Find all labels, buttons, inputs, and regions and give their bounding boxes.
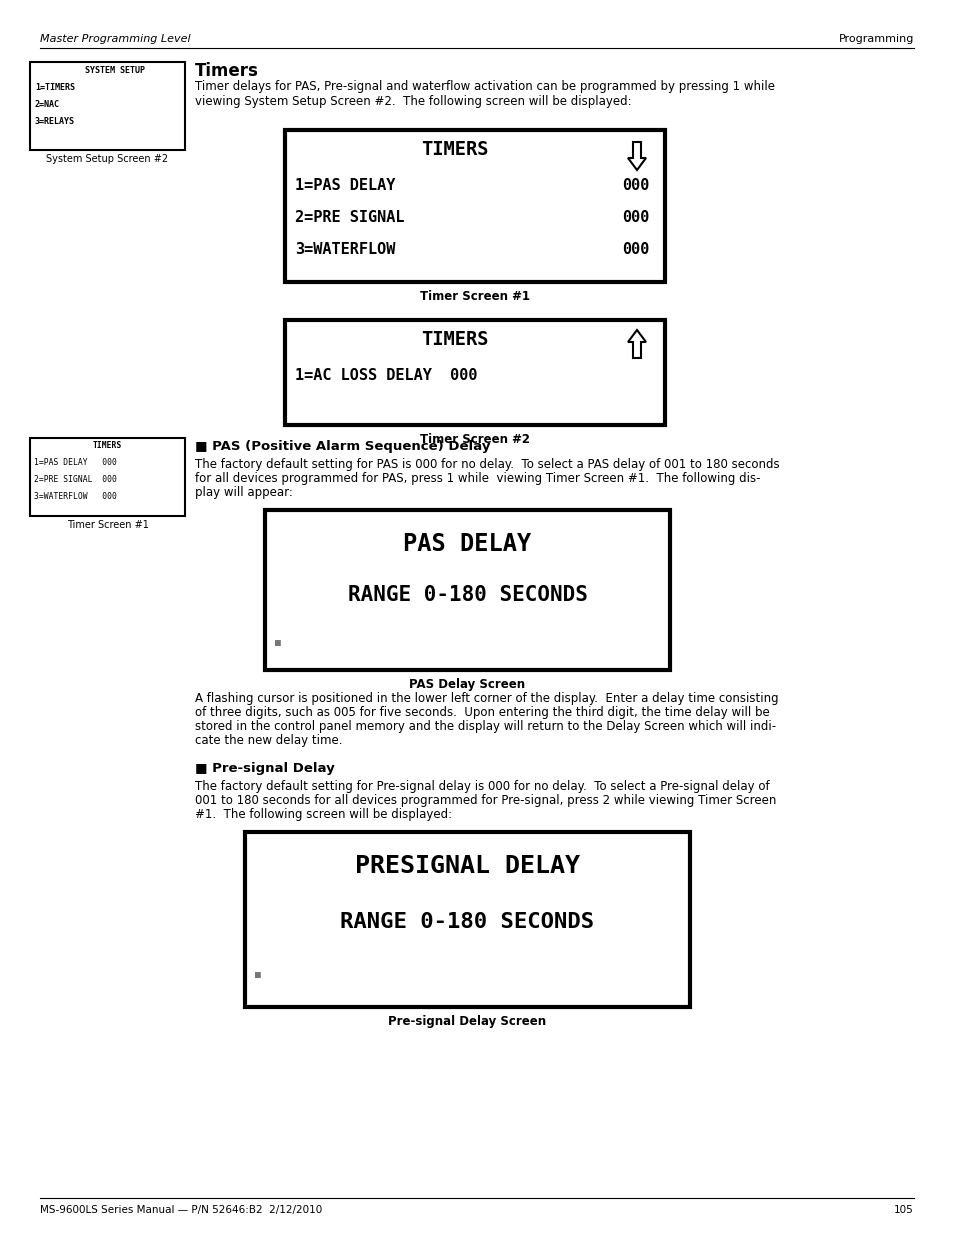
- Text: 000: 000: [622, 178, 649, 193]
- Text: SYSTEM SETUP: SYSTEM SETUP: [70, 65, 145, 75]
- Text: 2=NAC: 2=NAC: [35, 100, 60, 109]
- Text: PAS DELAY: PAS DELAY: [403, 532, 531, 556]
- Text: Timers: Timers: [194, 62, 258, 80]
- Text: 3=WATERFLOW: 3=WATERFLOW: [294, 242, 395, 257]
- Text: 1=AC LOSS DELAY  000: 1=AC LOSS DELAY 000: [294, 368, 477, 383]
- Text: ■: ■: [254, 969, 260, 981]
- FancyArrow shape: [627, 330, 645, 358]
- Text: TIMERS: TIMERS: [421, 330, 488, 350]
- Text: Timer Screen #1: Timer Screen #1: [419, 290, 530, 303]
- Text: RANGE 0-180 SECONDS: RANGE 0-180 SECONDS: [347, 585, 587, 605]
- Text: TIMERS: TIMERS: [92, 441, 122, 450]
- Text: #1.  The following screen will be displayed:: #1. The following screen will be display…: [194, 808, 452, 821]
- Text: Master Programming Level: Master Programming Level: [40, 35, 191, 44]
- Text: 3=RELAYS: 3=RELAYS: [35, 117, 75, 126]
- Text: 000: 000: [622, 242, 649, 257]
- Text: System Setup Screen #2: System Setup Screen #2: [47, 154, 169, 164]
- Text: 105: 105: [893, 1205, 913, 1215]
- Bar: [285, 320, 664, 425]
- Text: A flashing cursor is positioned in the lower left corner of the display.  Enter : A flashing cursor is positioned in the l…: [194, 692, 778, 705]
- Text: PAS Delay Screen: PAS Delay Screen: [409, 678, 525, 692]
- Text: 1=PAS DELAY   000: 1=PAS DELAY 000: [34, 458, 117, 467]
- Text: 000: 000: [622, 210, 649, 225]
- Text: cate the new delay time.: cate the new delay time.: [194, 734, 342, 747]
- Text: MS-9600LS Series Manual — P/N 52646:B2  2/12/2010: MS-9600LS Series Manual — P/N 52646:B2 2…: [40, 1205, 322, 1215]
- Text: 1=TIMERS: 1=TIMERS: [35, 83, 75, 91]
- Text: RANGE 0-180 SECONDS: RANGE 0-180 SECONDS: [340, 911, 594, 932]
- Text: Pre-signal Delay Screen: Pre-signal Delay Screen: [388, 1015, 546, 1028]
- Text: of three digits, such as 005 for five seconds.  Upon entering the third digit, t: of three digits, such as 005 for five se…: [194, 706, 769, 719]
- Text: stored in the control panel memory and the display will return to the Delay Scre: stored in the control panel memory and t…: [194, 720, 776, 734]
- Text: Timer Screen #1: Timer Screen #1: [67, 520, 149, 530]
- Text: play will appear:: play will appear:: [194, 487, 293, 499]
- Text: Timer Screen #2: Timer Screen #2: [419, 433, 530, 446]
- Text: TIMERS: TIMERS: [421, 140, 488, 159]
- Bar: [30, 62, 185, 149]
- Text: The factory default setting for Pre-signal delay is 000 for no delay.  To select: The factory default setting for Pre-sign…: [194, 781, 769, 793]
- Text: 2=PRE SIGNAL: 2=PRE SIGNAL: [294, 210, 404, 225]
- FancyArrow shape: [627, 142, 645, 170]
- Bar: [30, 438, 185, 516]
- Text: 3=WATERFLOW   000: 3=WATERFLOW 000: [34, 492, 117, 501]
- Text: Timer delays for PAS, Pre-signal and waterflow activation can be programmed by p: Timer delays for PAS, Pre-signal and wat…: [194, 80, 774, 93]
- Text: PRESIGNAL DELAY: PRESIGNAL DELAY: [355, 853, 579, 878]
- Text: Programming: Programming: [838, 35, 913, 44]
- Text: ■ Pre-signal Delay: ■ Pre-signal Delay: [194, 762, 335, 776]
- Text: 2=PRE SIGNAL  000: 2=PRE SIGNAL 000: [34, 475, 117, 484]
- Text: ■ PAS (Positive Alarm Sequence) Delay: ■ PAS (Positive Alarm Sequence) Delay: [194, 440, 490, 453]
- Text: 1=PAS DELAY: 1=PAS DELAY: [294, 178, 395, 193]
- Text: ■: ■: [274, 638, 280, 648]
- Text: viewing System Setup Screen #2.  The following screen will be displayed:: viewing System Setup Screen #2. The foll…: [194, 95, 631, 107]
- Text: The factory default setting for PAS is 000 for no delay.  To select a PAS delay : The factory default setting for PAS is 0…: [194, 458, 779, 471]
- Text: 001 to 180 seconds for all devices programmed for Pre-signal, press 2 while view: 001 to 180 seconds for all devices progr…: [194, 794, 776, 806]
- Text: for all devices programmed for PAS, press 1 while  viewing Timer Screen #1.  The: for all devices programmed for PAS, pres…: [194, 472, 760, 485]
- Bar: [265, 510, 669, 671]
- Bar: [285, 130, 664, 282]
- Bar: [245, 832, 689, 1007]
